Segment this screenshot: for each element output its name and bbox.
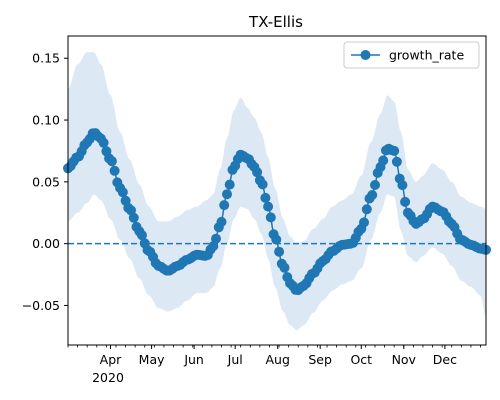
x-tick-label: Aug [265,352,289,367]
y-tick-label: 0.05 [32,174,60,189]
legend-series-marker [360,50,371,60]
y-tick-label: 0.15 [32,51,60,66]
data-point [216,216,227,227]
data-point [378,155,389,166]
data-point [128,212,139,223]
data-point [361,204,372,215]
data-point [397,180,408,191]
x-tick-label: Nov [392,352,417,367]
chart-title: TX-Ellis [248,13,303,31]
data-point [271,234,282,245]
data-point [117,187,128,198]
y-tick-label: −0.05 [22,298,60,313]
data-point [260,192,271,203]
data-point [98,137,109,148]
data-point [265,212,276,223]
legend-frame [343,41,480,69]
plot-frame [67,35,487,346]
data-point [263,201,274,212]
data-point [370,180,380,190]
data-point [222,189,232,200]
axes: −0.05 0.00 0.05 0.10 0.15 Apr May Jun Jul Aug Sep O… [22,35,487,367]
legend-series-label: growth_rate [389,48,464,63]
legend: growth_rate [343,41,480,69]
data-point [257,179,268,190]
x-tick-label: Dec [433,352,457,367]
data-point [359,217,369,228]
x-tick-label: Apr [100,352,122,367]
data-point [367,190,378,200]
data-point [252,167,263,178]
confidence-band-layer [68,52,486,331]
x-tick-label: Jul [227,352,243,367]
data-point [137,230,147,241]
data-point [126,205,136,216]
data-point [400,196,411,207]
x-tick-label: May [139,352,165,367]
series-layer [63,128,491,296]
x-year-label: 2020 [92,370,124,385]
x-tick-label: Sep [308,352,332,367]
x-tick-label: Jun [183,352,204,367]
data-point [219,200,230,211]
data-point [389,145,400,156]
data-point [211,233,221,244]
x-tick-label: Oct [350,352,372,367]
data-point [109,165,120,176]
data-point [224,179,235,190]
y-tick-label: 0.00 [32,236,60,251]
y-tick-label: 0.10 [32,113,60,128]
confidence-band [68,52,486,331]
data-point [274,246,285,257]
data-point [391,156,402,167]
data-point [106,156,117,167]
data-point [279,262,290,273]
